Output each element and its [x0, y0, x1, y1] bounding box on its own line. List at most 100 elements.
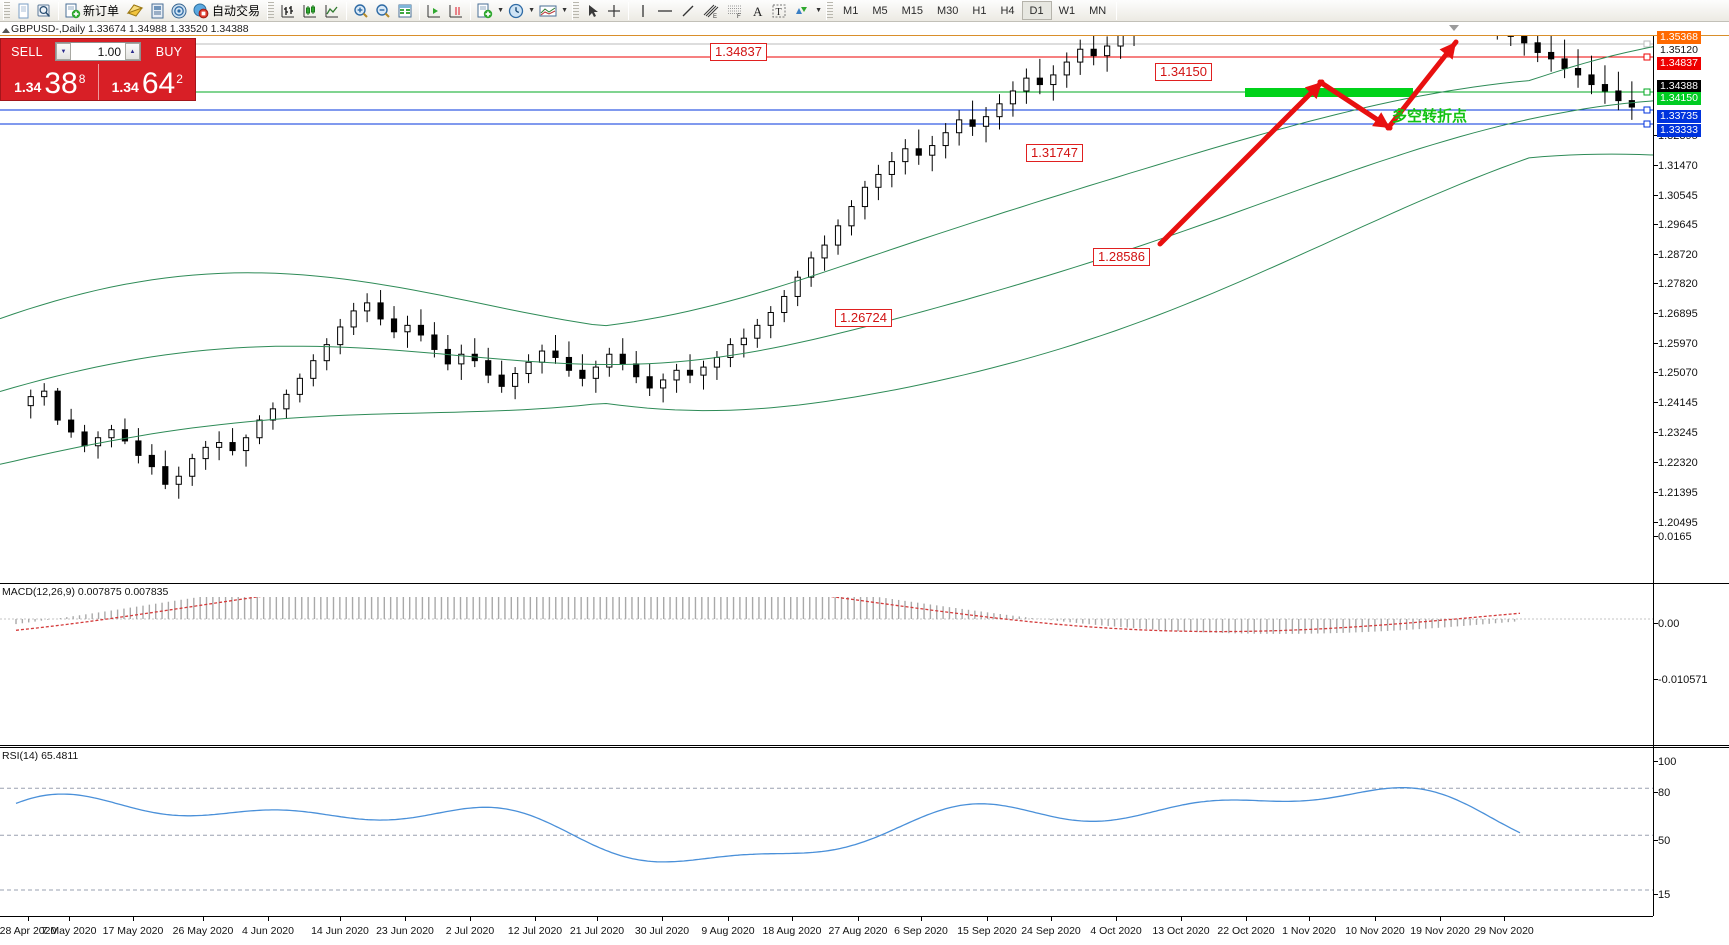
rsi-pane-top-border-2: [0, 747, 1729, 748]
timeframe-w1[interactable]: W1: [1058, 4, 1076, 17]
rsi-pane-top-border: [0, 745, 1729, 746]
date-label-9: 21 Jul 2020: [569, 925, 625, 937]
text-label-button[interactable]: T: [768, 1, 790, 21]
toolbar-grip-4[interactable]: [826, 1, 834, 20]
vertical-line-button[interactable]: [632, 1, 653, 21]
market-watch-button[interactable]: [34, 1, 55, 21]
price-tag-3[interactable]: 1.34388: [1657, 80, 1701, 93]
expert-advisors-button[interactable]: [147, 1, 168, 21]
trendline-button[interactable]: [677, 1, 699, 21]
rsi-chart-canvas: [0, 787, 1653, 891]
zoom-in-button[interactable]: [350, 1, 372, 21]
line-chart-button[interactable]: [321, 1, 343, 21]
candlestick-chart-button[interactable]: [299, 1, 321, 21]
templates-dropdown-arrow[interactable]: ▼: [561, 7, 568, 14]
new-order-button[interactable]: 新订单: [62, 1, 123, 21]
periodicity-button[interactable]: [505, 1, 527, 21]
macd-label: MACD(12,26,9) 0.007875 0.007835: [2, 586, 169, 598]
rsi-tick-2: 50: [1653, 835, 1671, 847]
toolbar-grip-2[interactable]: [267, 1, 275, 20]
timeframe-m30[interactable]: M30: [937, 4, 959, 17]
sell-price-prefix: 1.34: [14, 79, 42, 95]
fibonacci-button[interactable]: F: [723, 1, 747, 21]
chart-scroll-marker[interactable]: [1449, 25, 1459, 31]
data-window-button[interactable]: [394, 1, 416, 21]
indicators-button[interactable]: [474, 1, 496, 21]
rsi-tick-1: 80: [1653, 787, 1671, 799]
price-axis[interactable]: 1.323951.314701.305451.296451.287201.278…: [1653, 31, 1729, 916]
volume-up-icon[interactable]: ▲: [125, 43, 140, 60]
price-tick-7: 1.25970: [1654, 338, 1698, 350]
auto-trading-button[interactable]: 自动交易: [190, 1, 264, 21]
timeframe-mn[interactable]: MN: [1089, 4, 1107, 17]
toolbar-grip-1[interactable]: [3, 1, 10, 20]
timeframe-m1[interactable]: M1: [843, 4, 859, 17]
price-chart-pane[interactable]: [0, 36, 1653, 916]
price-tag-0[interactable]: 1.35368: [1657, 31, 1701, 44]
price-tag-1[interactable]: 1.35120: [1660, 44, 1698, 56]
price-callout-4[interactable]: 1.26724: [835, 309, 892, 327]
zoom-out-button[interactable]: [372, 1, 394, 21]
date-label-3: 26 May 2020: [172, 925, 234, 937]
arrows-dropdown-arrow[interactable]: ▼: [815, 7, 822, 14]
templates-button[interactable]: [536, 1, 560, 21]
shift-end-button[interactable]: [423, 1, 445, 21]
auto-scroll-button[interactable]: [445, 1, 467, 21]
timeframe-h4[interactable]: H4: [1000, 4, 1015, 17]
periodicity-dropdown-arrow[interactable]: ▼: [528, 7, 535, 14]
timeframe-d1[interactable]: D1: [1021, 1, 1052, 20]
price-callout-1[interactable]: 1.34150: [1155, 63, 1212, 81]
price-tag-6[interactable]: 1.33333: [1657, 124, 1701, 137]
toolbar-grip-3[interactable]: [572, 1, 580, 20]
date-tick-10: [662, 917, 663, 921]
price-tag-4[interactable]: 1.34150: [1657, 92, 1701, 105]
equidistant-channel-button[interactable]: E: [699, 1, 723, 21]
text-button[interactable]: A: [747, 1, 768, 21]
horizontal-line-button[interactable]: [653, 1, 677, 21]
one-click-trading-panel[interactable]: SELL ▼ 1.00 ▲ BUY 1.34 38 8 1.34 64 2: [0, 38, 196, 101]
sell-price-fraction: 8: [78, 72, 86, 86]
price-tag-2[interactable]: 1.34837: [1657, 57, 1701, 70]
bar-chart-button[interactable]: [277, 1, 299, 21]
new-chart-button[interactable]: [13, 1, 34, 21]
one-click-price-row: 1.34 38 8 1.34 64 2: [1, 64, 195, 100]
one-click-divider: [97, 64, 99, 100]
sell-price-display[interactable]: 1.34 38 8: [1, 64, 98, 100]
price-callout-0[interactable]: 1.34837: [710, 43, 767, 61]
sell-button[interactable]: SELL: [11, 44, 43, 59]
date-label-7: 2 Jul 2020: [445, 925, 495, 937]
metaeditor-button[interactable]: [123, 1, 147, 21]
date-tick-4: [268, 917, 269, 921]
date-tick-18: [1181, 917, 1182, 921]
buy-button[interactable]: BUY: [155, 44, 183, 59]
macd-tick-0: 0.0165: [1654, 531, 1692, 543]
timeframe-h1[interactable]: H1: [972, 4, 987, 17]
date-label-18: 13 Oct 2020: [1152, 925, 1210, 937]
macd-tick-1: 0.00: [1653, 618, 1680, 630]
price-callout-3[interactable]: 1.28586: [1093, 248, 1150, 266]
date-label-13: 27 Aug 2020: [828, 925, 888, 937]
date-tick-8: [535, 917, 536, 921]
timeframe-m5[interactable]: M5: [872, 4, 888, 17]
cursor-button[interactable]: [582, 1, 603, 21]
chart-collapse-icon[interactable]: [2, 28, 10, 33]
buy-price-fraction: 2: [176, 72, 183, 86]
timeframe-m15[interactable]: M15: [901, 4, 923, 17]
volume-stepper[interactable]: ▼ 1.00 ▲: [55, 42, 141, 61]
arrows-button[interactable]: [790, 1, 814, 21]
date-tick-11: [728, 917, 729, 921]
buy-price-display[interactable]: 1.34 64 2: [99, 64, 196, 100]
price-tick-12: 1.21395: [1654, 487, 1698, 499]
crosshair-button[interactable]: [603, 1, 625, 21]
signals-button[interactable]: [168, 1, 190, 21]
date-label-8: 12 Jul 2020: [507, 925, 563, 937]
volume-input[interactable]: 1.00: [97, 44, 121, 59]
price-callout-2[interactable]: 1.31747: [1026, 144, 1083, 162]
price-tick-4: 1.28720: [1654, 249, 1698, 261]
indicators-dropdown-arrow[interactable]: ▼: [497, 7, 504, 14]
price-tag-5[interactable]: 1.33735: [1657, 110, 1701, 123]
date-axis[interactable]: 28 Apr 2020 7 May 2020 17 May 2020 26 May 2…: [0, 916, 1653, 945]
date-label-12: 18 Aug 2020: [762, 925, 822, 937]
volume-down-icon[interactable]: ▼: [56, 43, 71, 60]
